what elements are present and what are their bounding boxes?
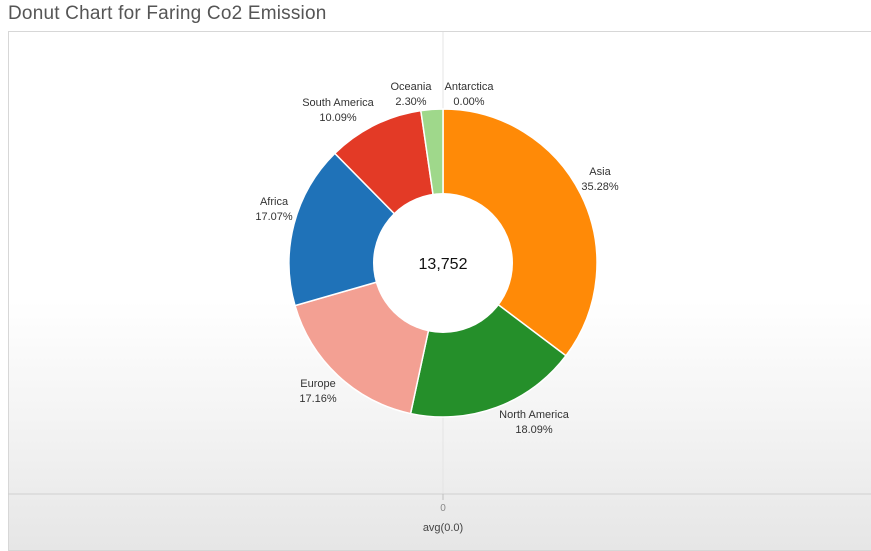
slice-label-oceania: Oceania [391,81,433,93]
slice-asia[interactable] [442,108,598,357]
donut-slices [288,108,598,418]
slice-label-europe: Europe [300,378,335,390]
slice-label-africa: Africa [260,196,289,208]
slice-percent-south-america: 10.09% [319,112,357,124]
donut-hole [373,193,513,333]
center-total-label: 13,752 [419,256,468,273]
x-axis-tick-label: 0 [440,503,446,514]
slice-labels: Asia 35.28% North America 18.09% Europe 17.16… [255,81,619,436]
slice-percent-oceania: 2.30% [395,96,426,108]
slice-percent-antarctica: 0.00% [453,96,484,108]
slice-label-north-america: North America [499,409,570,421]
slice-label-south-america: South America [302,97,374,109]
slice-label-antarctica: Antarctica [445,81,495,93]
chart-title: Donut Chart for Faring Co2 Emission [8,3,327,24]
x-axis-title: avg(0.0) [423,522,463,534]
slice-percent-asia: 35.28% [581,181,619,193]
slice-label-asia: Asia [589,166,611,178]
slice-percent-africa: 17.07% [255,211,293,223]
slice-percent-north-america: 18.09% [515,424,553,436]
slice-percent-europe: 17.16% [299,393,337,405]
